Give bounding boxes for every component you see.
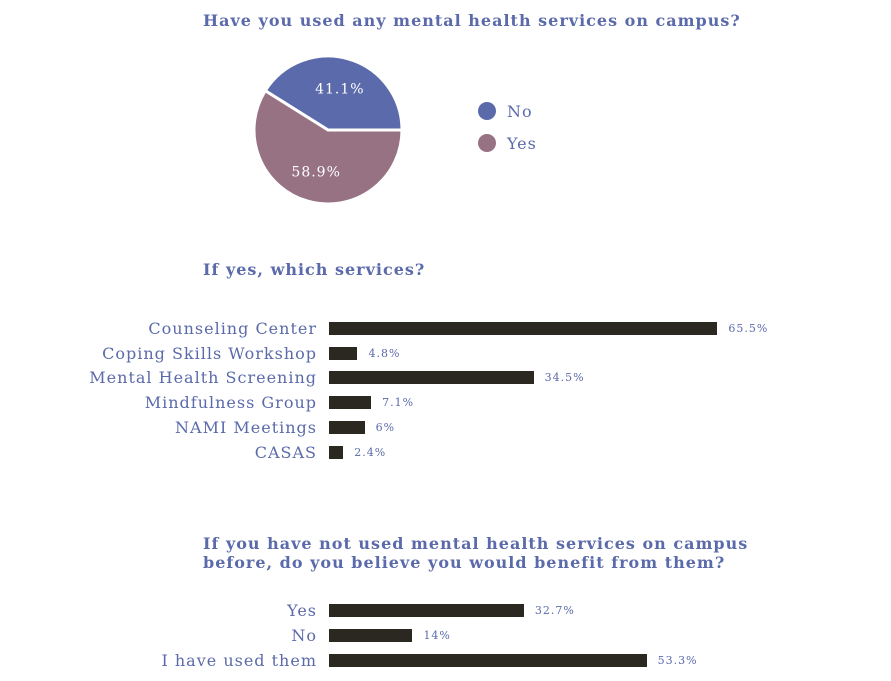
benefit-value-label: 53.3% xyxy=(657,654,698,667)
pie-slice-yes-value: 58.9% xyxy=(291,164,340,180)
services-bar xyxy=(329,346,358,360)
services-category-label: CASAS xyxy=(254,442,317,462)
services-category-label: NAMI Meetings xyxy=(175,417,317,437)
services-row: CASAS 2.4% xyxy=(0,440,891,465)
services-row: Coping Skills Workshop 4.8% xyxy=(0,341,891,366)
services-bar xyxy=(329,420,365,434)
services-bar xyxy=(329,445,344,459)
benefit-title-line-2: before, do you believe you would benefit… xyxy=(203,553,726,572)
services-row: Mental Health Screening 34.5% xyxy=(0,365,891,390)
pie-chart: 41.1% 58.9% xyxy=(252,54,404,206)
pie-legend: No Yes xyxy=(478,95,537,159)
benefit-row: I have used them 53.3% xyxy=(0,648,891,673)
services-row: Counseling Center 65.5% xyxy=(0,316,891,341)
services-bar xyxy=(329,322,718,335)
services-category-label: Mental Health Screening xyxy=(89,368,317,388)
benefit-value-label: 14% xyxy=(423,629,451,642)
legend-item-no: No xyxy=(478,95,537,127)
benefit-category-label: Yes xyxy=(287,601,317,620)
legend-item-yes: Yes xyxy=(478,127,537,159)
legend-label-yes: Yes xyxy=(507,133,537,153)
pie-slice-no-value: 41.1% xyxy=(315,82,364,98)
benefit-value-label: 32.7% xyxy=(534,604,575,617)
pie-slice-yes xyxy=(252,88,404,206)
services-value-label: 6% xyxy=(375,420,396,434)
services-bar xyxy=(329,396,372,410)
legend-label-no: No xyxy=(507,101,533,121)
benefit-category-label: No xyxy=(291,626,317,645)
benefit-chart-title: If you have not used mental health servi… xyxy=(203,534,748,572)
services-category-label: Mindfulness Group xyxy=(144,393,317,413)
legend-swatch-yes xyxy=(478,134,496,152)
legend-swatch-no xyxy=(478,102,496,120)
services-category-label: Counseling Center xyxy=(148,319,317,338)
services-value-label: 34.5% xyxy=(544,371,585,385)
services-value-label: 65.5% xyxy=(728,322,769,335)
benefit-bar xyxy=(329,604,524,617)
services-value-label: 4.8% xyxy=(368,346,401,360)
services-chart-title: If yes, which services? xyxy=(203,260,426,279)
benefit-category-label: I have used them xyxy=(161,651,317,670)
services-row: NAMI Meetings 6% xyxy=(0,415,891,440)
services-category-label: Coping Skills Workshop xyxy=(102,343,317,363)
benefit-row: Yes 32.7% xyxy=(0,598,891,623)
benefit-title-line-1: If you have not used mental health servi… xyxy=(203,534,749,553)
services-bar xyxy=(329,371,534,385)
benefit-bar xyxy=(329,654,647,667)
services-value-label: 7.1% xyxy=(382,396,415,410)
benefit-bar xyxy=(329,629,413,642)
services-value-label: 2.4% xyxy=(354,445,387,459)
benefit-row: No 14% xyxy=(0,623,891,648)
pie-chart-title: Have you used any mental health services… xyxy=(203,11,741,30)
services-row: Mindfulness Group 7.1% xyxy=(0,390,891,415)
